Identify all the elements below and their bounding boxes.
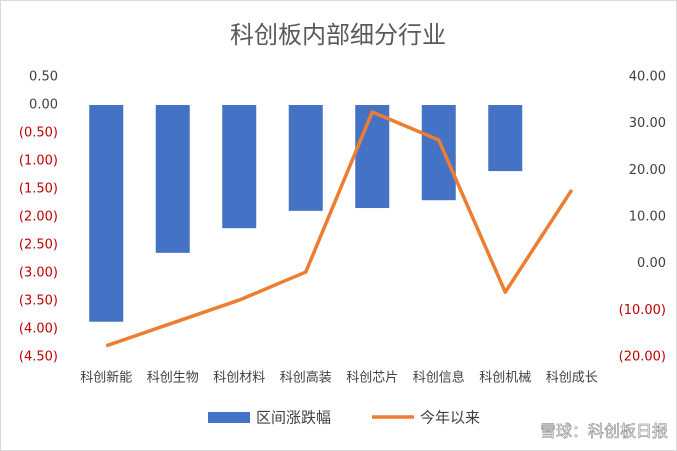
y2-tick-label: 10.00 <box>629 210 666 225</box>
y2-tick-label: (10.00) <box>619 303 666 318</box>
y-tick-label: (3.00) <box>19 266 58 281</box>
x-tick-label: 科创信息 <box>413 370 465 386</box>
y-tick-label: (2.50) <box>19 238 58 253</box>
x-tick-label: 科创机械 <box>479 371 531 386</box>
bar <box>89 105 124 322</box>
y-tick-label: (1.00) <box>19 154 58 169</box>
y2-tick-label: (20.00) <box>619 350 666 365</box>
legend-label: 今年以来 <box>420 409 480 427</box>
y-tick-label: 0.00 <box>29 98 58 113</box>
y-tick-label: (2.00) <box>19 210 58 225</box>
y2-tick-label: 20.00 <box>629 163 666 178</box>
bar <box>421 105 456 201</box>
y2-tick-label: 40.00 <box>629 70 666 85</box>
x-tick-label: 科创新能 <box>80 370 132 386</box>
line <box>105 110 574 348</box>
bar <box>155 105 190 253</box>
bar <box>355 105 390 209</box>
legend-swatch <box>208 412 250 423</box>
y-tick-label: (4.00) <box>19 322 58 337</box>
y2-tick-label: 30.00 <box>629 116 666 131</box>
y-tick-label: (4.50) <box>19 350 58 365</box>
bar <box>288 105 323 211</box>
chart-title: 科创板内部细分行业 <box>230 21 446 49</box>
bar <box>222 105 257 229</box>
y2-tick-label: 0.00 <box>637 256 666 271</box>
y-tick-label: (3.50) <box>19 294 58 309</box>
x-tick-label: 科创材料 <box>213 371 265 386</box>
bar <box>488 105 523 172</box>
x-tick-label: 科创高装 <box>280 370 332 386</box>
legend-label: 区间涨跌幅 <box>256 409 331 427</box>
watermark: 雪球：科创板日报 <box>540 422 668 441</box>
x-tick-label: 科创芯片 <box>346 371 398 386</box>
y-tick-label: (1.50) <box>19 182 58 197</box>
x-tick-label: 科创成长 <box>546 371 598 386</box>
y-tick-label: 0.50 <box>29 70 58 85</box>
x-tick-label: 科创生物 <box>147 371 199 386</box>
y-tick-label: (0.50) <box>19 126 58 141</box>
